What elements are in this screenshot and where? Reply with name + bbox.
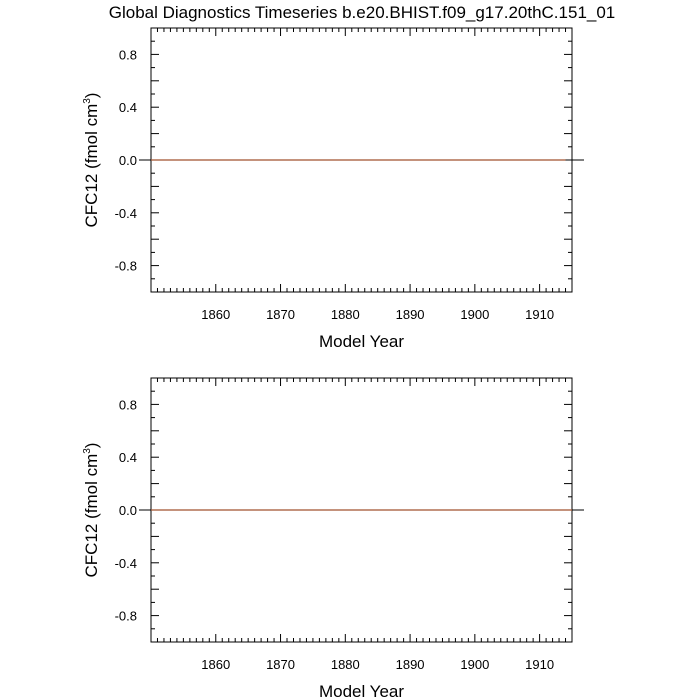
- x-tick-label: 1870: [266, 307, 295, 322]
- y-tick-label: 0.0: [119, 153, 137, 168]
- x-tick-label: 1880: [331, 307, 360, 322]
- y-axis-label-superscript: 3: [82, 448, 93, 454]
- y-tick-label: -0.8: [115, 609, 137, 624]
- y-axis-label-superscript: 3: [82, 98, 93, 104]
- x-tick-label: 1890: [396, 307, 425, 322]
- x-axis-label: Model Year: [319, 682, 404, 700]
- chart-panel-1: 1860 1870 1880 1890 1900 1910 -0.8 -0.4 0.0 0.4 0.…: [82, 27, 584, 351]
- y-axis-label: CFC12 (fmol cm3): [82, 93, 101, 228]
- y-tick-label: 0.0: [119, 503, 137, 518]
- y-axis-label: CFC12 (fmol cm3): [82, 443, 101, 578]
- x-tick-label: 1890: [396, 657, 425, 672]
- x-tick-label: 1860: [201, 307, 230, 322]
- x-tick-label: 1900: [460, 307, 489, 322]
- x-tick-label: 1900: [460, 657, 489, 672]
- y-tick-label: -0.4: [115, 556, 137, 571]
- chart-title: Global Diagnostics Timeseries b.e20.BHIS…: [109, 3, 616, 22]
- x-tick-label: 1910: [525, 307, 554, 322]
- y-tick-label: -0.4: [115, 206, 137, 221]
- x-tick-label: 1860: [201, 657, 230, 672]
- x-tick-label: 1910: [525, 657, 554, 672]
- y-tick-label: -0.8: [115, 259, 137, 274]
- y-axis-label-main: CFC12 (fmol cm: [82, 454, 101, 578]
- y-tick-label: 0.4: [119, 100, 137, 115]
- y-axis-label-close: ): [82, 443, 101, 449]
- x-axis-label: Model Year: [319, 332, 404, 351]
- x-tick-label: 1880: [331, 657, 360, 672]
- x-tick-label: 1870: [266, 657, 295, 672]
- y-axis-label-close: ): [82, 93, 101, 99]
- y-tick-label: 0.8: [119, 47, 137, 62]
- y-tick-label: 0.4: [119, 450, 137, 465]
- y-axis-label-main: CFC12 (fmol cm: [82, 104, 101, 228]
- chart-panel-2: 1860 1870 1880 1890 1900 1910 -0.8 -0.4 0.0 0.4 0.…: [82, 377, 584, 700]
- y-tick-label: 0.8: [119, 397, 137, 412]
